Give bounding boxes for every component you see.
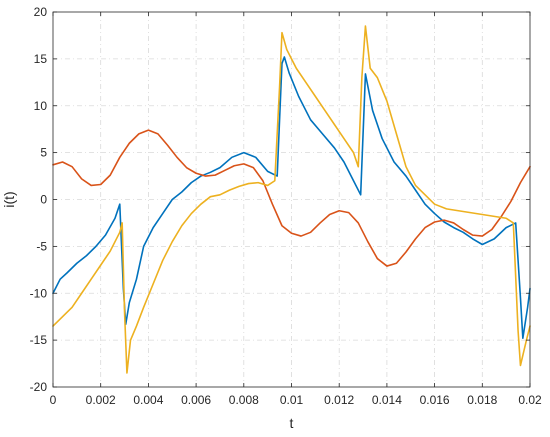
x-tick-label: 0.016 <box>420 393 450 407</box>
x-tick-label: 0 <box>50 393 57 407</box>
y-axis-title: i(t) <box>1 191 17 207</box>
series-line-3 <box>52 25 531 374</box>
x-tick-label: 0.002 <box>86 393 116 407</box>
series-layer <box>52 25 531 374</box>
x-tick-label: 0.004 <box>133 393 163 407</box>
y-tick-label: -5 <box>36 239 47 253</box>
axis-ticks: 0 0.002 0.004 0.006 0.008 0.01 0.012 0.014 0.016… <box>30 5 542 407</box>
x-tick-label: 0.014 <box>372 393 402 407</box>
x-tick-label: 0.01 <box>280 393 304 407</box>
x-tick-label: 0.008 <box>229 393 259 407</box>
y-tick-label: 15 <box>34 52 48 66</box>
x-axis-title: t <box>290 415 294 431</box>
y-tick-label: -20 <box>30 380 48 394</box>
x-tick-label: 0.006 <box>181 393 211 407</box>
y-tick-label: -15 <box>30 333 48 347</box>
x-tick-label: 0.018 <box>467 393 497 407</box>
x-tick-label: 0.012 <box>324 393 354 407</box>
x-tick-label: 0.02 <box>518 393 542 407</box>
grid-lines <box>53 12 530 387</box>
y-tick-label: 10 <box>34 99 48 113</box>
y-tick-label: 20 <box>34 5 48 19</box>
y-tick-label: 5 <box>40 146 47 160</box>
y-tick-label: 0 <box>40 193 47 207</box>
y-tick-label: -10 <box>30 286 48 300</box>
series-line-2 <box>52 129 531 267</box>
